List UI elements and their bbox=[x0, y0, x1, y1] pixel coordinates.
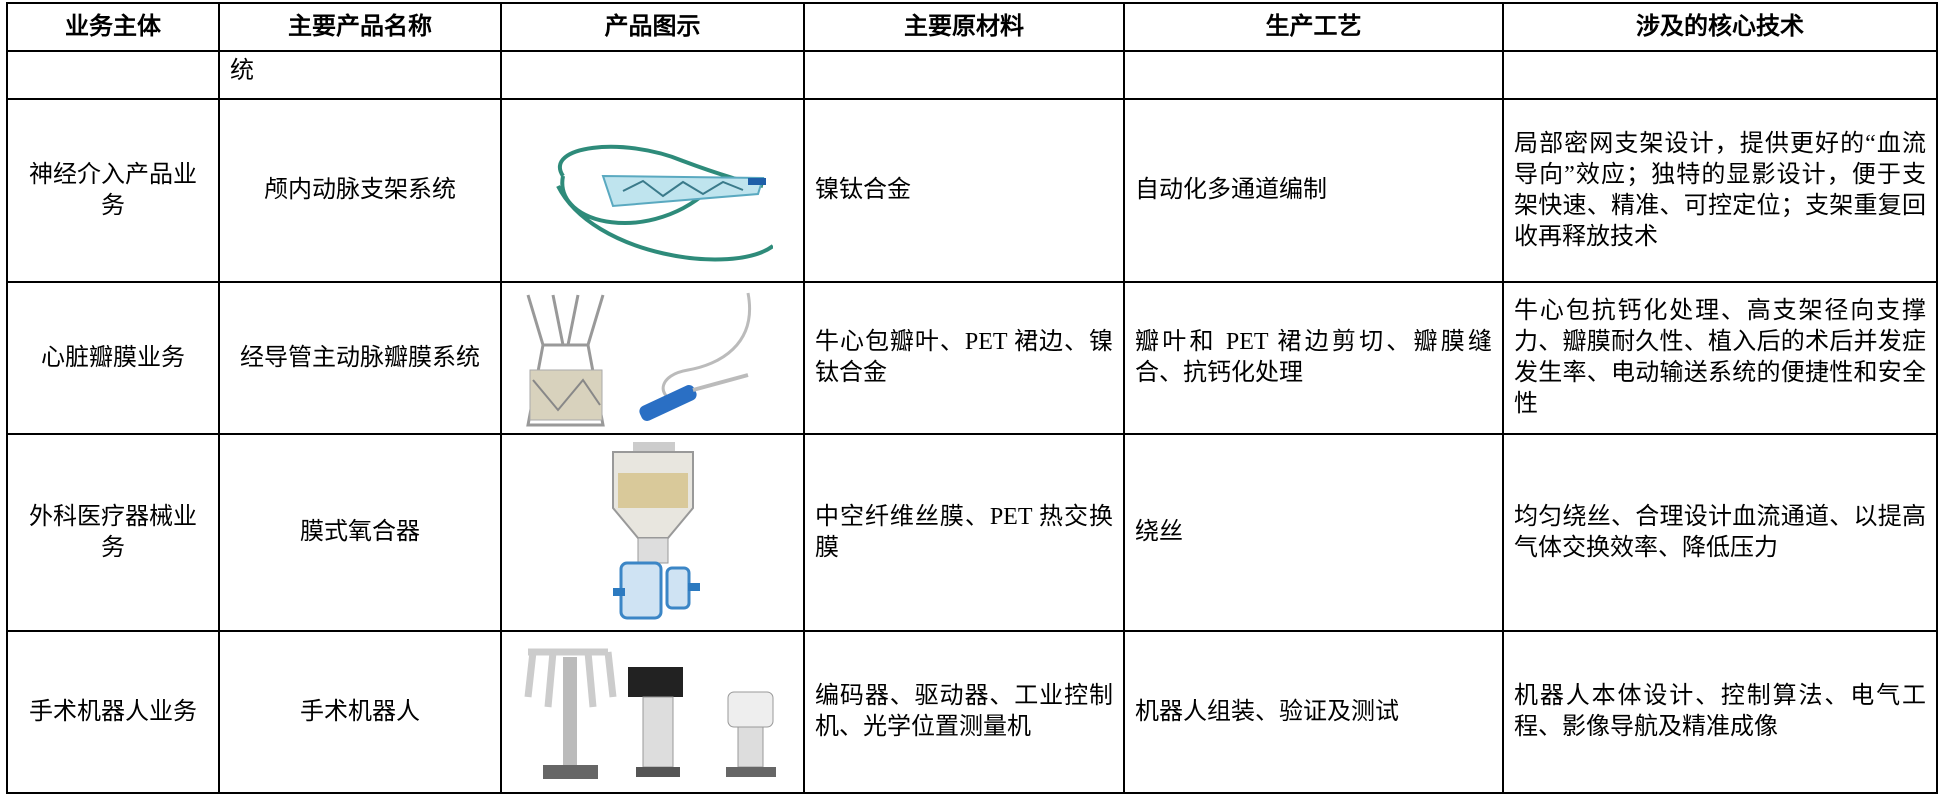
materials: 牛心包瓣叶、PET 裙边、镍钛合金 bbox=[803, 281, 1125, 435]
process: 绕丝 bbox=[1123, 433, 1504, 632]
header-cell: 业务主体 bbox=[6, 2, 220, 52]
cell bbox=[500, 50, 805, 100]
product: 颅内动脉支架系统 bbox=[218, 98, 502, 283]
image-cell bbox=[500, 281, 805, 435]
product: 手术机器人 bbox=[218, 630, 502, 794]
header-cell: 产品图示 bbox=[500, 2, 805, 52]
segment: 心脏瓣膜业务 bbox=[6, 281, 220, 435]
row: 心脏瓣膜业务 经导管主动脉瓣膜系统 牛心包瓣叶、PET 裙边、镍钛合金 瓣叶和 … bbox=[6, 281, 1938, 435]
process: 自动化多通道编制 bbox=[1123, 98, 1504, 283]
product: 膜式氧合器 bbox=[218, 433, 502, 632]
image-cell bbox=[500, 98, 805, 283]
cell bbox=[6, 50, 220, 100]
materials: 中空纤维丝膜、PET 热交换膜 bbox=[803, 433, 1125, 632]
segment: 手术机器人业务 bbox=[6, 630, 220, 794]
row: 手术机器人业务 手术机器人 编码器、驱动器、工业控制机、光学位置测量机 机器人组… bbox=[6, 630, 1938, 794]
materials: 编码器、驱动器、工业控制机、光学位置测量机 bbox=[803, 630, 1125, 794]
technology: 均匀绕丝、合理设计血流通道、以提高气体交换效率、降低压力 bbox=[1502, 433, 1938, 632]
header-cell: 主要原材料 bbox=[803, 2, 1125, 52]
cell bbox=[803, 50, 1125, 100]
header-row: 业务主体 主要产品名称 产品图示 主要原材料 生产工艺 涉及的核心技术 bbox=[6, 2, 1938, 52]
process: 瓣叶和 PET 裙边剪切、瓣膜缝合、抗钙化处理 bbox=[1123, 281, 1504, 435]
cell: 统 bbox=[218, 50, 502, 100]
row: 外科医疗器械业务 膜式氧合器 中空纤维丝膜、PET 热交换膜 绕丝 均匀绕丝、合… bbox=[6, 433, 1938, 632]
technology: 局部密网支架设计，提供更好的“血流导向”效应；独特的显影设计，便于支架快速、精准… bbox=[1502, 98, 1938, 283]
materials: 镍钛合金 bbox=[803, 98, 1125, 283]
product: 经导管主动脉瓣膜系统 bbox=[218, 281, 502, 435]
image-cell bbox=[500, 630, 805, 794]
cell bbox=[1123, 50, 1504, 100]
technology: 机器人本体设计、控制算法、电气工程、影像导航及精准成像 bbox=[1502, 630, 1938, 794]
robot-image bbox=[524, 648, 776, 779]
stent-image bbox=[555, 144, 773, 261]
header-cell: 主要产品名称 bbox=[218, 2, 502, 52]
segment: 外科医疗器械业务 bbox=[6, 433, 220, 632]
header-cell: 涉及的核心技术 bbox=[1502, 2, 1938, 52]
valve-image bbox=[525, 292, 751, 427]
segment: 神经介入产品业务 bbox=[6, 98, 220, 283]
row: 神经介入产品业务 颅内动脉支架系统 镍钛合金 自动化多通道编制 局部密网支架设计… bbox=[6, 98, 1938, 283]
process: 机器人组装、验证及测试 bbox=[1123, 630, 1504, 794]
oxygenator-image bbox=[611, 441, 700, 619]
continuation-row: 统 bbox=[6, 50, 1938, 100]
header-cell: 生产工艺 bbox=[1123, 2, 1504, 52]
technology: 牛心包抗钙化处理、高支架径向支撑力、瓣膜耐久性、植入后的术后并发症发生率、电动输… bbox=[1502, 281, 1938, 435]
image-cell bbox=[500, 433, 805, 632]
cell bbox=[1502, 50, 1938, 100]
product-table: 业务主体 主要产品名称 产品图示 主要原材料 生产工艺 涉及的核心技术 统 神经… bbox=[6, 2, 1938, 794]
